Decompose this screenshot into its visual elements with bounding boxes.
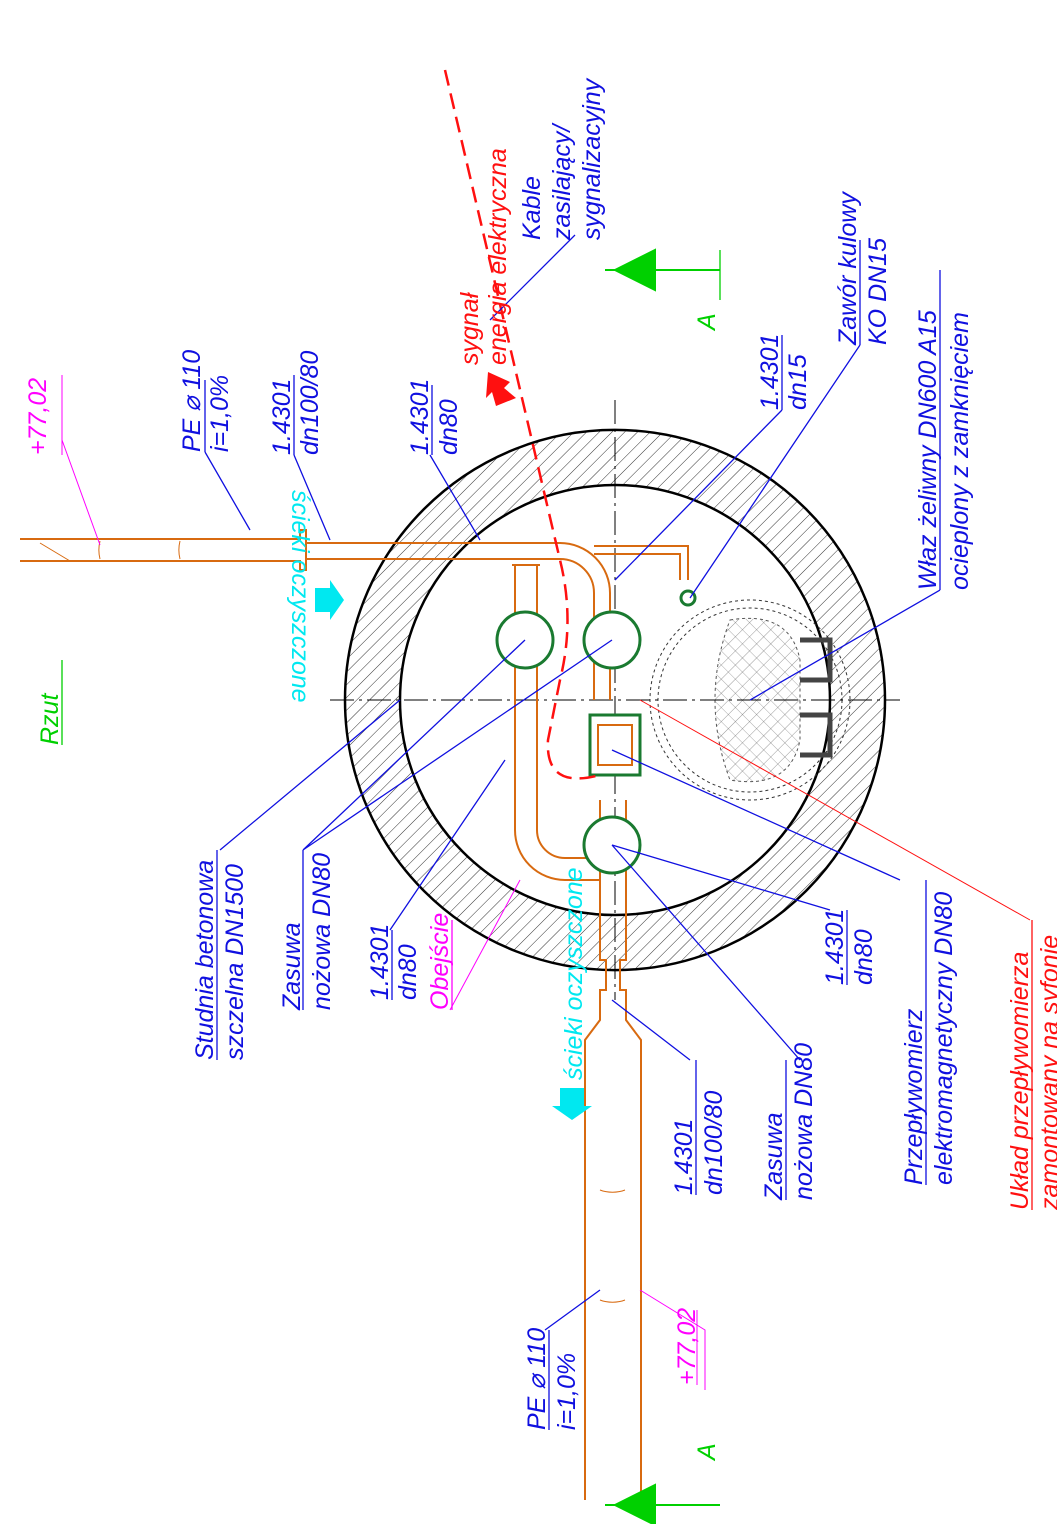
label-line: PE ⌀ 110 [178,350,206,452]
label-line: Studnia betonowa [191,860,219,1060]
label-line: 1.4301 [268,379,296,455]
leaders [61,234,1031,1390]
label-line: dn80 [435,399,463,455]
label-line: KO DN15 [864,238,892,345]
level: +77,02 [673,1308,701,1385]
label-line: i=1,0% [206,375,234,452]
section-lines [605,248,720,1524]
label-line: 1.4301 [821,909,849,985]
well [330,400,900,1000]
label-line: szczelna DN1500 [221,864,249,1060]
fittings [495,589,697,875]
label-line: Obejście [426,913,454,1010]
label-line: Zasuwa [760,1112,788,1201]
cable [443,69,601,780]
label-line: 1.4301 [406,379,434,455]
label-line: nożowa DN80 [790,1043,818,1200]
label-line: energia elektryczna [484,148,512,365]
label-line: zamontowany na syfonie [1036,935,1057,1211]
label-line: dn100/80 [296,351,324,455]
label-line: Kable [518,176,546,240]
section-mark: A [693,313,721,332]
section-mark: A [693,1443,721,1462]
label-line: elektromagnetyczny DN80 [930,892,958,1185]
label-line: Układ przepływomierza [1006,951,1034,1210]
label-line: nożowa DN80 [308,853,336,1010]
label-line: dn15 [784,354,812,410]
label-line: dn80 [850,929,878,985]
label-line: 1.4301 [670,1119,698,1195]
pipes [20,529,689,1500]
label-line: ocieplony z zamknięciem [946,312,974,590]
label-line: sygnalizacyjny [578,77,606,240]
label-line: Właz żeliwny DN600 A15 [914,310,942,590]
label-line: 1.4301 [366,924,394,1000]
label-line: zasilający/ [548,122,576,241]
underlines [61,240,1033,1430]
label-line: i=1,0% [553,1353,581,1430]
label-line: 1.4301 [756,334,784,410]
level: +77,02 [24,378,52,455]
flow-arrows [315,580,592,1120]
label-line: dn80 [394,944,422,1000]
flow-label: ścieki oczyszczone [560,867,588,1080]
label-line: Zawór kulowy [834,191,862,346]
title: Rzut [36,693,64,745]
label-line: sygnał [456,291,484,365]
flow-label: ścieki oczyszczone [286,490,314,703]
label-line: dn100/80 [700,1091,728,1195]
label-line: Przepływomierz [900,1008,928,1185]
label-line: PE ⌀ 110 [523,1328,551,1430]
label-line: Zasuwa [278,922,306,1011]
